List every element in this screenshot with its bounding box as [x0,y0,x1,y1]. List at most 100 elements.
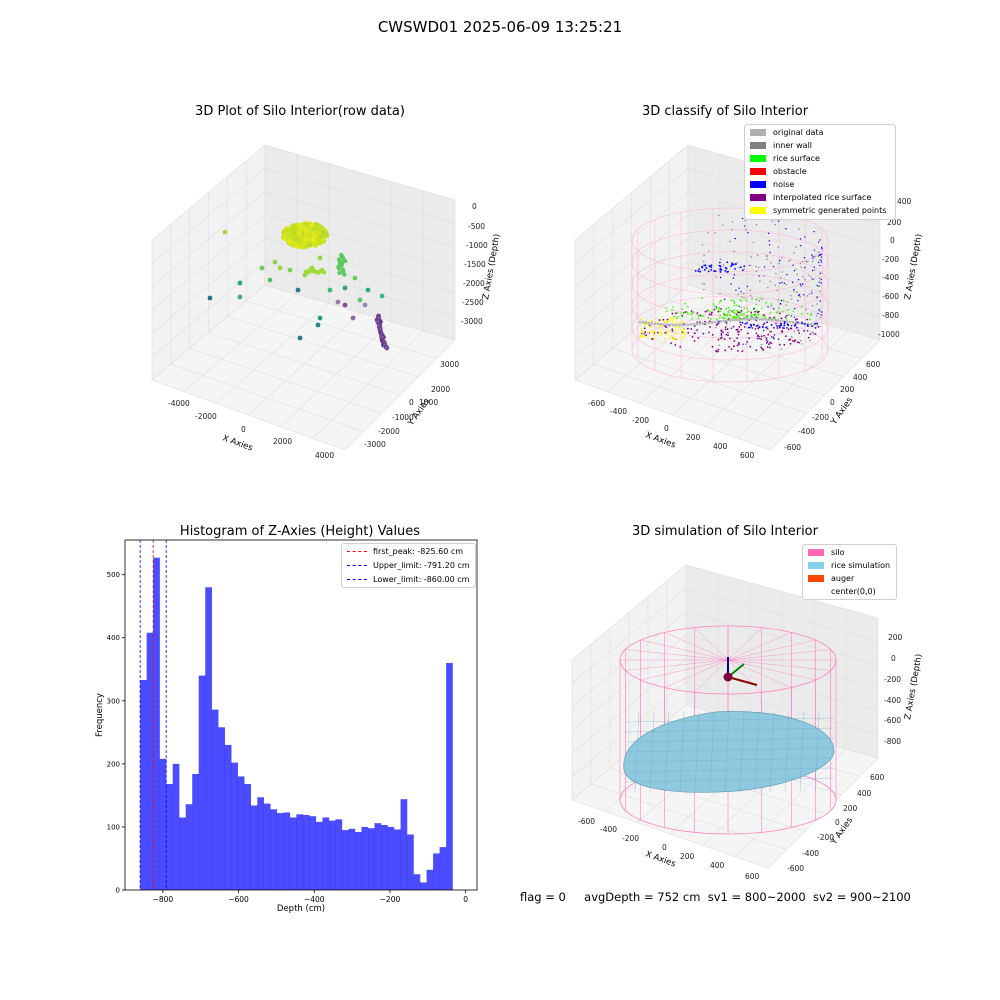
rice-point [747,310,750,312]
legend-label: original data [773,128,824,137]
wall-point [811,304,814,307]
noise-point [762,329,765,332]
noise-point [814,326,817,329]
rice-point [671,309,674,312]
wall-point [813,269,816,271]
rice-point [676,311,679,314]
rice-point [691,311,694,314]
rice-mesh-line [625,777,835,783]
simulation-x-ticks: -600 -400 -200 0 200 400 600 [578,817,760,881]
interpolated-point [724,349,727,352]
noise-point [715,306,718,308]
original-point [659,322,663,326]
interpolated-point [724,328,727,331]
rice-point [733,304,736,307]
wall-point [808,293,811,295]
interpolated-point [738,341,740,344]
symmetric-point [663,337,666,340]
classify-panel-title: 3D classify of Silo Interior [641,104,809,119]
interpolated-point [757,327,760,330]
rice-point [697,317,700,320]
noise-point [816,284,819,287]
data-point [295,287,301,293]
wall-point [755,223,758,226]
rice-mesh-line [769,711,775,793]
wall-point [789,294,792,297]
noise-point [749,264,751,267]
rice-point [713,305,716,307]
wall-point [745,343,747,345]
rice-point [684,302,687,305]
flag-value: flag = 0 [520,890,566,904]
interpolated-point [696,329,698,331]
data-point [357,297,363,303]
histogram-bar [426,869,434,890]
wall-point [737,293,740,296]
interpolated-point [770,342,773,345]
noise-point [732,263,735,266]
interpolated-point [696,312,699,314]
original-point [641,320,645,324]
wall-point [701,243,704,246]
histogram-bar [224,744,232,890]
noise-point [714,270,717,272]
original-point [677,323,681,327]
noise-point [753,323,756,326]
noise-point [797,294,800,297]
wall-point [760,343,763,346]
wall-point [791,336,793,338]
noise-point [710,269,713,271]
wall-point [701,282,704,285]
rice-point [672,306,674,308]
classify-y-tick: 400 [853,373,868,382]
rice-point [722,312,725,315]
interpolated-point [711,333,714,336]
noise-point [783,282,786,284]
classify-x-tick: -200 [632,416,649,425]
rice-point [777,307,780,309]
histogram-legend: first_peak: -825.60 cm Upper_limit: -791… [341,543,476,588]
histogram-bar [381,825,388,890]
interpolated-point [780,317,783,320]
noise-point [811,292,813,294]
noise-point [734,237,736,240]
rice-point [806,312,809,315]
original-point [791,320,795,324]
wall-point [714,231,716,234]
original-point [671,323,675,327]
classify-y-tick: 0 [830,398,835,407]
symmetric-point [683,333,686,336]
noise-point [811,325,814,328]
classify-x-tick: 400 [713,442,728,451]
simulation-3d-drawing [619,625,837,835]
original-point [665,323,669,327]
interpolated-point [733,339,736,342]
wall-point [725,268,728,271]
wall-point [793,290,796,293]
classify-z-tick: 0 [890,236,895,245]
interpolated-point [717,310,720,313]
interpolated-point [656,331,659,334]
silo-wire [727,639,816,661]
noise-point [765,326,768,329]
data-point [342,302,348,308]
original-point [650,322,654,325]
interpolated-point [709,326,711,328]
interpolated-point [722,331,724,334]
silo-wire [727,659,816,681]
original-point [734,318,738,322]
data-point [287,267,293,273]
legend-item: Upper_limit: -791.20 cm [347,561,470,570]
raw-z-tick: -3000 [461,317,483,326]
noise-point [785,228,787,230]
interpolated-point [814,333,817,335]
symmetric-point [645,336,648,339]
rice-point [754,316,757,319]
noise-point [697,270,700,273]
interpolated-point [662,318,665,321]
interpolated-point [690,310,693,312]
interpolated-point [666,318,669,321]
histogram-bar [328,820,336,890]
histogram-y-label: Frequency [95,693,105,737]
classify-x-tick: -400 [610,407,627,416]
